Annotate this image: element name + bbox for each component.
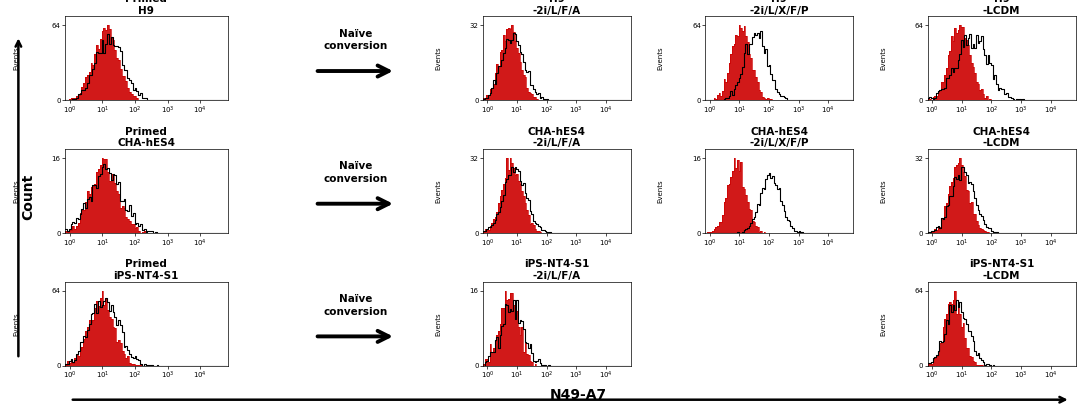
Title: CHA-hES4
-LCDM: CHA-hES4 -LCDM <box>973 127 1030 148</box>
Y-axis label: Events: Events <box>13 46 19 70</box>
Y-axis label: Events: Events <box>436 46 441 70</box>
Y-axis label: Events: Events <box>880 179 886 203</box>
Title: H9
-LCDM: H9 -LCDM <box>983 0 1020 16</box>
Title: Primed
iPS-NT4-S1: Primed iPS-NT4-S1 <box>114 259 179 281</box>
Title: iPS-NT4-S1
-LCDM: iPS-NT4-S1 -LCDM <box>969 259 1035 281</box>
Y-axis label: Events: Events <box>436 312 441 336</box>
Y-axis label: Events: Events <box>880 46 886 70</box>
Y-axis label: Events: Events <box>657 46 664 70</box>
Y-axis label: Events: Events <box>880 312 886 336</box>
Text: Naïve
conversion: Naïve conversion <box>323 29 387 51</box>
Y-axis label: Events: Events <box>657 179 664 203</box>
Y-axis label: Events: Events <box>436 179 441 203</box>
Title: Primed
H9: Primed H9 <box>125 0 168 16</box>
Title: CHA-hES4
-2i/L/X/F/P: CHA-hES4 -2i/L/X/F/P <box>749 127 809 148</box>
Title: H9
-2i/L/F/A: H9 -2i/L/F/A <box>533 0 580 16</box>
Title: iPS-NT4-S1
-2i/L/F/A: iPS-NT4-S1 -2i/L/F/A <box>524 259 589 281</box>
Title: H9
-2i/L/X/F/P: H9 -2i/L/X/F/P <box>749 0 809 16</box>
Y-axis label: Events: Events <box>13 312 19 336</box>
Text: Naïve
conversion: Naïve conversion <box>323 294 387 316</box>
Text: Count: Count <box>22 174 35 220</box>
Title: Primed
CHA-hES4: Primed CHA-hES4 <box>118 127 175 148</box>
Text: Naïve
conversion: Naïve conversion <box>323 162 387 184</box>
Title: CHA-hES4
-2i/L/F/A: CHA-hES4 -2i/L/F/A <box>528 127 586 148</box>
Y-axis label: Events: Events <box>13 179 19 203</box>
Text: N49-A7: N49-A7 <box>550 388 606 402</box>
